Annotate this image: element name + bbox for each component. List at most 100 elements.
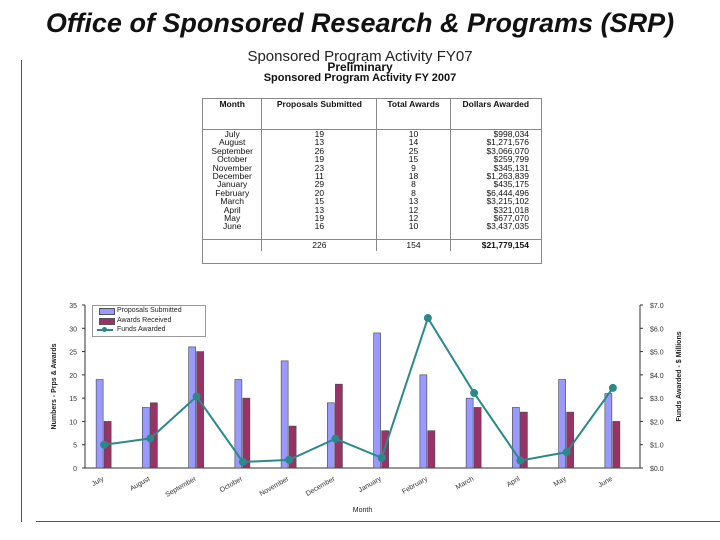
activity-table-grid: Month Proposals Submitted Total Awards D… (203, 99, 541, 251)
table-row: March 15 13 $3,215,102 (203, 196, 541, 207)
cell-dollars: $3,437,035 (486, 221, 529, 232)
cell-proposals: 226 (261, 238, 378, 251)
funds-point (285, 455, 294, 464)
legend-swatch-proposals (99, 308, 115, 315)
bar-awards (473, 407, 482, 469)
x-tick-label: June (597, 476, 614, 490)
x-axis-title: Month (353, 507, 373, 514)
cell-awards: 15 (376, 155, 451, 164)
y-tick-label: 20 (69, 373, 77, 380)
table-row: August 13 14 $1,271,576 (203, 137, 541, 148)
cell-dollars: $1,271,576 (486, 137, 529, 148)
cell-month: June (203, 222, 263, 231)
cell-awards: 8 (376, 180, 451, 189)
x-tick-label: August (129, 476, 151, 493)
y-axis-title: Numbers - Prps & Awards (51, 343, 58, 429)
cell-month: December (203, 172, 263, 180)
bar-awards (288, 425, 297, 469)
table-row: February 20 8 $6,444,496 (203, 187, 541, 198)
cell-proposals: 19 (261, 129, 378, 139)
funds-line (103, 315, 614, 463)
funds-point (192, 392, 201, 401)
cell-dollars: $435,175 (493, 179, 529, 190)
cell-awards: 12 (376, 205, 451, 214)
cell-proposals: 16 (261, 222, 378, 231)
table-totals-row: 226 154 $21,779,154 (203, 238, 541, 251)
y-tick-label: 5 (73, 443, 77, 450)
cell-awards: 8 (376, 188, 451, 197)
legend-label-funds: Funds Awarded (117, 326, 166, 333)
cell-month: July (203, 129, 263, 139)
cell-dollars: $6,444,496 (486, 187, 529, 198)
y-tick-label: 30 (69, 326, 77, 333)
legend-label-awards: Awards Received (117, 316, 172, 324)
x-tick-label: September (164, 475, 198, 499)
x-tick-label: March (455, 476, 475, 492)
funds-point (100, 440, 109, 449)
cell-dollars: $321,018 (493, 204, 529, 215)
y2-tick-label: $7.0 (650, 303, 664, 310)
spacer-cell (376, 230, 451, 240)
cell-awards: 10 (376, 222, 451, 231)
cell-dollars: $998,034 (493, 129, 529, 139)
table-row: December 11 18 $1,263,839 (203, 172, 541, 180)
spacer-cell (261, 230, 378, 240)
cell-proposals: 19 (261, 214, 378, 223)
cell-awards: 13 (376, 197, 451, 206)
y2-tick-label: $3.0 (650, 396, 664, 403)
cell-dollars: $1,263,839 (486, 171, 529, 182)
cell-month: May (203, 214, 263, 223)
table-row: November 23 9 $345,131 (203, 163, 541, 172)
table-heading-preliminary: Preliminary (327, 60, 393, 74)
funds-point (423, 314, 432, 323)
cell-month: October (203, 155, 263, 164)
table-row: September 26 25 $3,066,070 (203, 146, 541, 155)
cell-proposals: 13 (261, 138, 378, 147)
legend-swatch-awards (99, 317, 115, 325)
cell-awards: 154 (376, 238, 451, 251)
bar-awards (242, 397, 251, 469)
bar-proposals (373, 332, 381, 469)
bar-awards (427, 430, 436, 469)
cell-month (203, 238, 263, 251)
x-tick-label: December (305, 475, 337, 498)
x-tick-label: July (91, 475, 106, 488)
table-spacer-row (203, 230, 541, 240)
y-tick-label: 10 (69, 419, 77, 426)
cell-proposals: 23 (261, 163, 378, 172)
table-heading-title: Sponsored Program Activity FY 2007 (263, 72, 457, 84)
cell-awards: 10 (376, 129, 451, 139)
y-tick-label: 35 (69, 303, 77, 310)
bar-proposals (188, 346, 196, 469)
activity-table: Month Proposals Submitted Total Awards D… (202, 98, 542, 264)
x-tick-label: October (219, 475, 245, 494)
cell-dollars: $259,799 (493, 154, 529, 165)
funds-point (146, 434, 155, 443)
bar-proposals (558, 379, 566, 469)
cell-month: August (203, 138, 263, 147)
funds-point (562, 448, 571, 457)
bottom-rule (36, 521, 720, 522)
cell-month: April (203, 205, 263, 214)
col-header-dollars: Dollars Awarded (450, 99, 541, 130)
cell-awards: 18 (376, 172, 451, 180)
bar-awards (566, 411, 574, 469)
bar-awards (335, 383, 343, 469)
table-row: May 19 12 $677,070 (203, 214, 541, 223)
left-rule (21, 60, 22, 522)
cell-month: February (203, 188, 263, 197)
bar-awards (612, 421, 621, 469)
cell-dollars: $3,215,102 (486, 196, 529, 207)
x-tick-label: January (358, 475, 383, 494)
legend-item-funds: Funds Awarded (93, 325, 205, 335)
bar-proposals (280, 360, 289, 469)
legend-label-proposals: Proposals Submitted (117, 307, 182, 314)
bar-proposals (95, 379, 104, 469)
x-tick-label: February (401, 475, 429, 495)
col-header-proposals: Proposals Submitted (261, 99, 378, 130)
funds-point (238, 457, 247, 466)
funds-point (470, 389, 479, 398)
cell-month: March (203, 197, 263, 206)
funds-point (377, 453, 386, 462)
x-tick-label: November (259, 475, 291, 498)
